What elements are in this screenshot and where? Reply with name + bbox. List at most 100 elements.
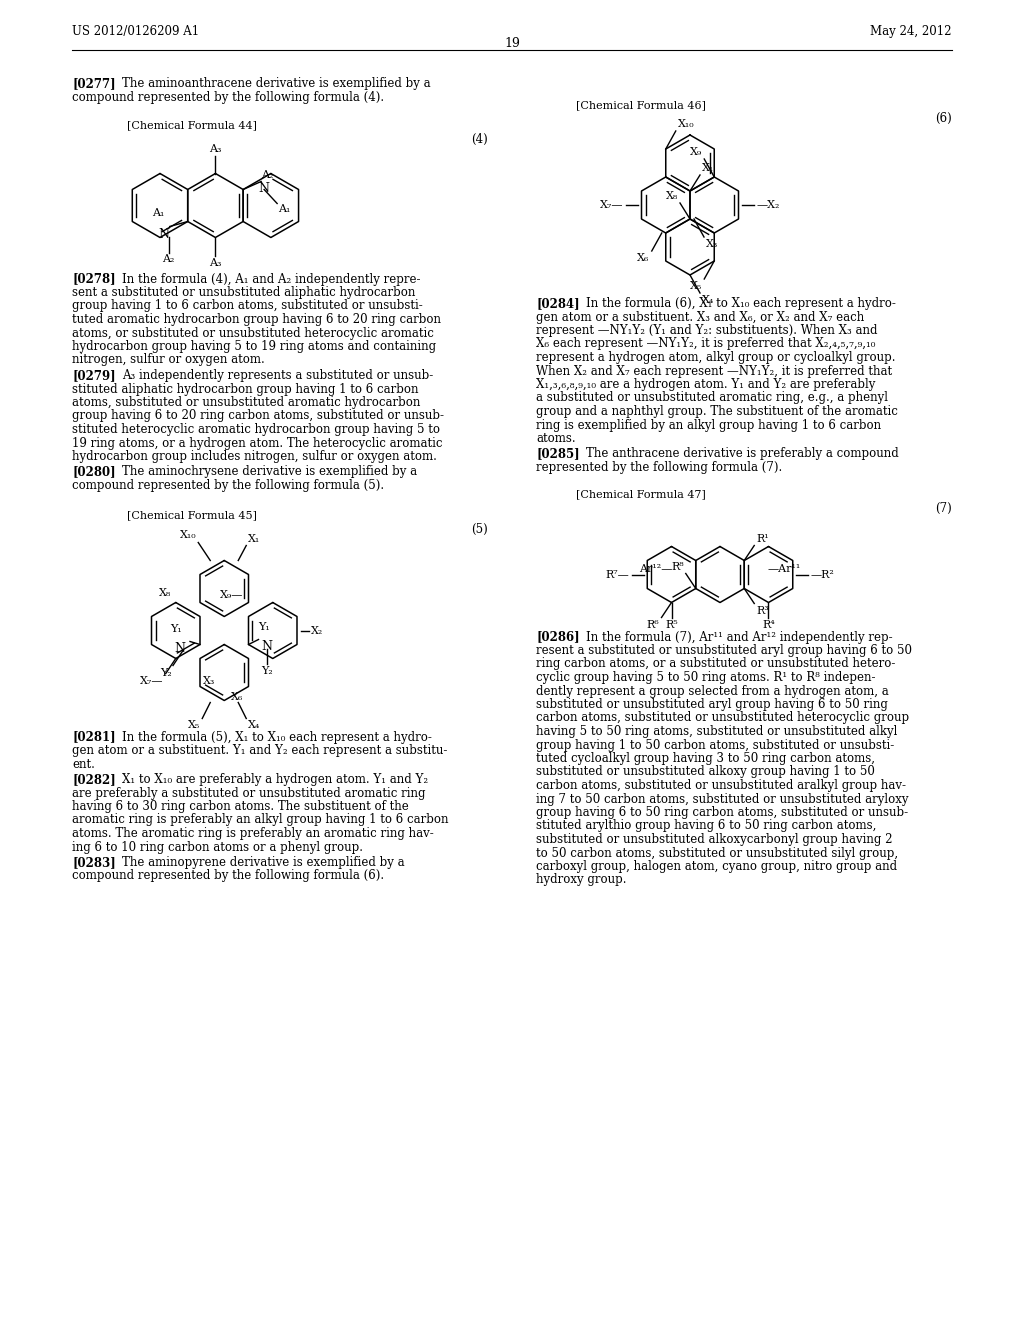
Text: A₃ independently represents a substituted or unsub-: A₃ independently represents a substitute… [122, 370, 433, 381]
Text: A₂: A₂ [261, 169, 273, 180]
Text: N: N [174, 643, 185, 656]
Text: tuted cycloalkyl group having 3 to 50 ring carbon atoms,: tuted cycloalkyl group having 3 to 50 ri… [536, 752, 874, 766]
Text: 19: 19 [504, 37, 520, 50]
Text: X₃: X₃ [203, 676, 215, 686]
Text: X₂: X₂ [310, 626, 323, 635]
Text: N: N [258, 182, 269, 195]
Text: group and a naphthyl group. The substituent of the aromatic: group and a naphthyl group. The substitu… [536, 405, 898, 418]
Text: stituted arylthio group having 6 to 50 ring carbon atoms,: stituted arylthio group having 6 to 50 r… [536, 820, 877, 833]
Text: In the formula (4), A₁ and A₂ independently repre-: In the formula (4), A₁ and A₂ independen… [122, 272, 421, 285]
Text: —X₂: —X₂ [757, 201, 779, 210]
Text: compound represented by the following formula (5).: compound represented by the following fo… [72, 479, 384, 492]
Text: [0286]: [0286] [536, 631, 580, 644]
Text: The aminoanthracene derivative is exemplified by a: The aminoanthracene derivative is exempl… [122, 77, 431, 90]
Text: In the formula (6), X₁ to X₁₀ each represent a hydro-: In the formula (6), X₁ to X₁₀ each repre… [586, 297, 896, 310]
Text: Ar¹²—: Ar¹²— [639, 565, 672, 574]
Text: X₁: X₁ [248, 533, 260, 544]
Text: atoms. The aromatic ring is preferably an aromatic ring hav-: atoms. The aromatic ring is preferably a… [72, 828, 434, 840]
Text: X₁,₃,₆,₈,₉,₁₀ are a hydrogen atom. Y₁ and Y₂ are preferably: X₁,₃,₆,₈,₉,₁₀ are a hydrogen atom. Y₁ an… [536, 378, 876, 391]
Text: A₁: A₁ [153, 209, 165, 219]
Text: ring is exemplified by an alkyl group having 1 to 6 carbon: ring is exemplified by an alkyl group ha… [536, 418, 881, 432]
Text: ring carbon atoms, or a substituted or unsubstituted hetero-: ring carbon atoms, or a substituted or u… [536, 657, 895, 671]
Text: [Chemical Formula 47]: [Chemical Formula 47] [575, 490, 706, 499]
Text: [0279]: [0279] [72, 370, 116, 381]
Text: A₃: A₃ [209, 144, 221, 153]
Text: hydrocarbon group having 5 to 19 ring atoms and containing: hydrocarbon group having 5 to 19 ring at… [72, 341, 436, 352]
Text: are preferably a substituted or unsubstituted aromatic ring: are preferably a substituted or unsubsti… [72, 787, 426, 800]
Text: compound represented by the following formula (4).: compound represented by the following fo… [72, 91, 384, 103]
Text: In the formula (7), Ar¹¹ and Ar¹² independently rep-: In the formula (7), Ar¹¹ and Ar¹² indepe… [586, 631, 893, 644]
Text: (4): (4) [471, 132, 488, 145]
Text: A₃: A₃ [209, 257, 221, 268]
Text: R⁶: R⁶ [647, 619, 659, 630]
Text: compound represented by the following formula (6).: compound represented by the following fo… [72, 870, 384, 883]
Text: When X₂ and X₇ each represent —NY₁Y₂, it is preferred that: When X₂ and X₇ each represent —NY₁Y₂, it… [536, 364, 892, 378]
Text: Y₁: Y₁ [258, 622, 270, 631]
Text: [0278]: [0278] [72, 272, 116, 285]
Text: substituted or unsubstituted alkoxy group having 1 to 50: substituted or unsubstituted alkoxy grou… [536, 766, 874, 779]
Text: [0283]: [0283] [72, 855, 116, 869]
Text: aromatic ring is preferably an alkyl group having 1 to 6 carbon: aromatic ring is preferably an alkyl gro… [72, 813, 449, 826]
Text: X₁: X₁ [702, 162, 715, 173]
Text: R⁴: R⁴ [762, 619, 775, 630]
Text: a substituted or unsubstituted aromatic ring, e.g., a phenyl: a substituted or unsubstituted aromatic … [536, 392, 888, 404]
Text: (5): (5) [471, 523, 488, 536]
Text: [0281]: [0281] [72, 730, 116, 743]
Text: X₅: X₅ [690, 281, 702, 290]
Text: X₄: X₄ [248, 721, 261, 730]
Text: gen atom or a substituent. Y₁ and Y₂ each represent a substitu-: gen atom or a substituent. Y₁ and Y₂ eac… [72, 744, 447, 756]
Text: Y₂: Y₂ [160, 668, 172, 677]
Text: X₆ each represent —NY₁Y₂, it is preferred that X₂,₄,₅,₇,₉,₁₀: X₆ each represent —NY₁Y₂, it is preferre… [536, 338, 876, 351]
Text: R⁷—: R⁷— [606, 569, 630, 579]
Text: [0277]: [0277] [72, 77, 116, 90]
Text: cyclic group having 5 to 50 ring atoms. R¹ to R⁸ indepen-: cyclic group having 5 to 50 ring atoms. … [536, 671, 876, 684]
Text: X₅: X₅ [188, 721, 201, 730]
Text: atoms, substituted or unsubstituted aromatic hydrocarbon: atoms, substituted or unsubstituted arom… [72, 396, 421, 409]
Text: X₇—: X₇— [140, 676, 164, 685]
Text: The aminopyrene derivative is exemplified by a: The aminopyrene derivative is exemplifie… [122, 855, 404, 869]
Text: group having 6 to 50 ring carbon atoms, substituted or unsub-: group having 6 to 50 ring carbon atoms, … [536, 807, 908, 818]
Text: R⁵: R⁵ [666, 619, 678, 630]
Text: tuted aromatic hydrocarbon group having 6 to 20 ring carbon: tuted aromatic hydrocarbon group having … [72, 313, 441, 326]
Text: X₆: X₆ [231, 692, 244, 701]
Text: (6): (6) [935, 112, 952, 125]
Text: represented by the following formula (7).: represented by the following formula (7)… [536, 461, 782, 474]
Text: hydroxy group.: hydroxy group. [536, 874, 627, 887]
Text: May 24, 2012: May 24, 2012 [870, 25, 952, 38]
Text: X₈: X₈ [666, 191, 678, 201]
Text: substituted or unsubstituted aryl group having 6 to 50 ring: substituted or unsubstituted aryl group … [536, 698, 888, 711]
Text: gen atom or a substituent. X₃ and X₆, or X₂ and X₇ each: gen atom or a substituent. X₃ and X₆, or… [536, 310, 864, 323]
Text: [Chemical Formula 45]: [Chemical Formula 45] [127, 511, 257, 520]
Text: R⁸: R⁸ [671, 561, 684, 572]
Text: In the formula (5), X₁ to X₁₀ each represent a hydro-: In the formula (5), X₁ to X₁₀ each repre… [122, 730, 432, 743]
Text: X₁₀: X₁₀ [678, 119, 694, 129]
Text: represent a hydrogen atom, alkyl group or cycloalkyl group.: represent a hydrogen atom, alkyl group o… [536, 351, 896, 364]
Text: [0284]: [0284] [536, 297, 580, 310]
Text: atoms, or substituted or unsubstituted heterocyclic aromatic: atoms, or substituted or unsubstituted h… [72, 326, 434, 339]
Text: A₁: A₁ [279, 203, 291, 214]
Text: resent a substituted or unsubstituted aryl group having 6 to 50: resent a substituted or unsubstituted ar… [536, 644, 912, 657]
Text: [Chemical Formula 46]: [Chemical Formula 46] [575, 100, 706, 110]
Text: X₁₀: X₁₀ [179, 531, 197, 540]
Text: The anthracene derivative is preferably a compound: The anthracene derivative is preferably … [586, 447, 899, 461]
Text: [0282]: [0282] [72, 774, 116, 785]
Text: X₃: X₃ [706, 239, 719, 249]
Text: Y₁: Y₁ [170, 623, 182, 634]
Text: [0285]: [0285] [536, 447, 580, 461]
Text: —Ar¹¹: —Ar¹¹ [768, 565, 801, 574]
Text: N: N [159, 228, 170, 242]
Text: X₆: X₆ [637, 253, 650, 263]
Text: carbon atoms, substituted or unsubstituted aralkyl group hav-: carbon atoms, substituted or unsubstitut… [536, 779, 906, 792]
Text: sent a substituted or unsubstituted aliphatic hydrocarbon: sent a substituted or unsubstituted alip… [72, 286, 416, 300]
Text: stituted heterocyclic aromatic hydrocarbon group having 5 to: stituted heterocyclic aromatic hydrocarb… [72, 422, 440, 436]
Text: X₇—: X₇— [600, 201, 624, 210]
Text: —R²: —R² [811, 569, 835, 579]
Text: X₁ to X₁₀ are preferably a hydrogen atom. Y₁ and Y₂: X₁ to X₁₀ are preferably a hydrogen atom… [122, 774, 428, 785]
Text: carboxyl group, halogen atom, cyano group, nitro group and: carboxyl group, halogen atom, cyano grou… [536, 861, 897, 873]
Text: The aminochrysene derivative is exemplified by a: The aminochrysene derivative is exemplif… [122, 466, 417, 479]
Text: [0280]: [0280] [72, 466, 116, 479]
Text: R³: R³ [757, 606, 769, 615]
Text: dently represent a group selected from a hydrogen atom, a: dently represent a group selected from a… [536, 685, 889, 697]
Text: group having 1 to 6 carbon atoms, substituted or unsubsti-: group having 1 to 6 carbon atoms, substi… [72, 300, 423, 313]
Text: (7): (7) [935, 502, 952, 515]
